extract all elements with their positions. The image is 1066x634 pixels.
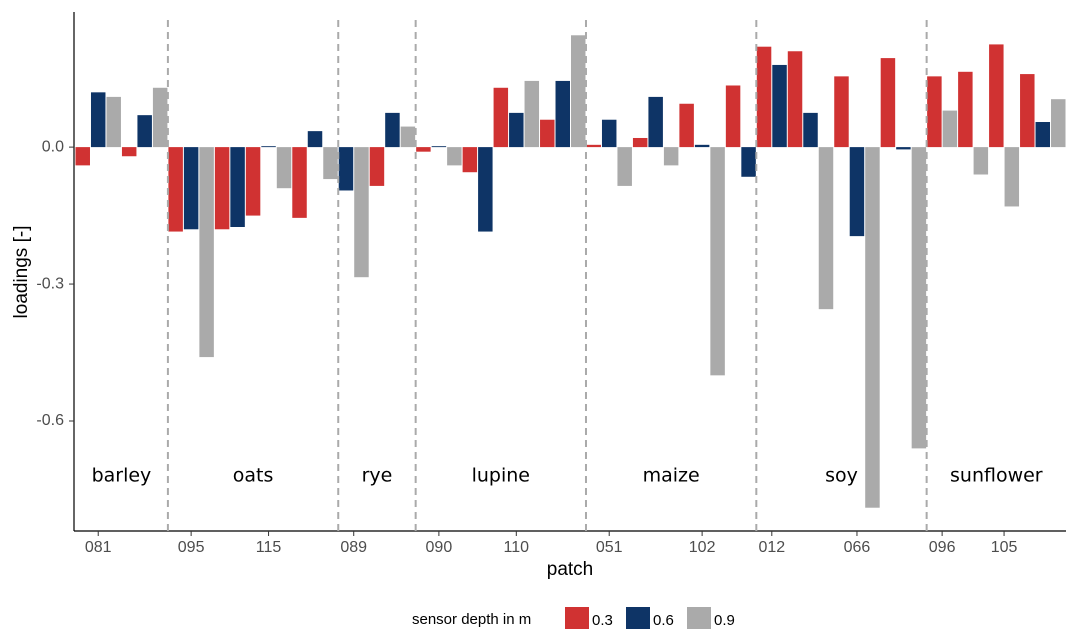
x-tick-label: 105 <box>991 539 1018 556</box>
bar <box>632 137 648 148</box>
bar <box>679 103 694 148</box>
bar <box>1004 147 1020 207</box>
x-axis-title: patch <box>547 559 593 580</box>
bar <box>880 58 896 148</box>
bar <box>663 147 679 166</box>
section-label: sunflower <box>950 465 1043 487</box>
bar <box>648 96 663 148</box>
x-tick-label: 110 <box>504 539 530 556</box>
y-tick-label: -0.6 <box>36 412 64 429</box>
bar <box>90 92 106 148</box>
bar <box>725 85 741 148</box>
bar <box>400 126 416 148</box>
bar <box>524 80 540 148</box>
bar <box>772 64 787 148</box>
bar <box>183 147 199 230</box>
x-tick-label: 066 <box>844 539 871 556</box>
bar <box>199 147 214 358</box>
bar <box>865 147 880 508</box>
bar <box>214 147 230 230</box>
bar <box>431 146 447 148</box>
legend-title: sensor depth in m <box>412 611 531 628</box>
section-label: rye <box>362 465 393 487</box>
legend-label: 0.9 <box>714 612 735 629</box>
bar <box>509 112 524 148</box>
bar <box>261 146 276 148</box>
bar <box>230 147 245 227</box>
bar <box>168 147 183 232</box>
bar <box>307 131 323 148</box>
bar <box>478 147 493 232</box>
x-tick-label: 096 <box>929 539 956 556</box>
legend-swatch <box>565 607 589 631</box>
bar <box>555 80 570 148</box>
bar <box>369 147 385 186</box>
x-tick-label: 012 <box>758 539 785 556</box>
legend-swatch <box>626 607 650 631</box>
bar <box>292 147 307 218</box>
bar <box>338 147 354 191</box>
bar <box>276 147 292 189</box>
bar <box>245 147 261 216</box>
x-tick-label: 051 <box>596 539 623 556</box>
bar <box>849 147 865 237</box>
bar <box>741 147 756 177</box>
bar <box>106 96 121 148</box>
bar <box>601 119 617 148</box>
bar <box>385 112 400 148</box>
bar <box>834 76 849 148</box>
bar <box>462 147 478 173</box>
bar <box>152 87 168 148</box>
bar <box>493 87 509 148</box>
bar <box>927 76 942 148</box>
section-label: maize <box>643 465 700 487</box>
legend-swatch <box>687 607 711 631</box>
bar <box>989 44 1004 148</box>
bar <box>694 144 710 148</box>
bar <box>447 147 462 166</box>
y-tick-label: 0.0 <box>42 138 64 155</box>
section-label: oats <box>233 465 274 487</box>
y-tick-label: -0.3 <box>36 275 64 292</box>
section-label: lupine <box>472 465 530 487</box>
x-tick-label: 095 <box>178 539 205 556</box>
section-label: barley <box>92 465 152 487</box>
bar <box>571 35 586 148</box>
bar <box>617 147 632 186</box>
x-tick-label: 089 <box>340 539 367 556</box>
bar <box>958 71 973 148</box>
x-tick-label: 115 <box>256 539 282 556</box>
bar <box>911 147 927 449</box>
x-tick-label: 102 <box>689 539 716 556</box>
bar <box>756 46 772 148</box>
bar <box>1051 99 1066 148</box>
y-axis-title: loadings [-] <box>11 226 32 319</box>
bar <box>323 147 338 180</box>
bar <box>1020 74 1035 148</box>
bar <box>818 147 834 310</box>
legend-label: 0.3 <box>592 612 613 629</box>
x-tick-label: 081 <box>85 539 112 556</box>
bar <box>787 51 803 148</box>
bar <box>942 110 958 148</box>
bar <box>896 147 911 150</box>
bar <box>586 144 601 148</box>
bar <box>75 147 90 166</box>
section-label: soy <box>825 465 858 487</box>
bar <box>137 115 152 148</box>
bar <box>973 147 989 175</box>
bar <box>803 112 818 148</box>
bar <box>354 147 369 278</box>
bar <box>121 147 137 157</box>
bar <box>1035 122 1051 148</box>
bar <box>416 147 431 152</box>
legend-label: 0.6 <box>653 612 674 629</box>
x-tick-label: 090 <box>426 539 453 556</box>
bar <box>540 119 555 148</box>
bar <box>710 147 725 376</box>
